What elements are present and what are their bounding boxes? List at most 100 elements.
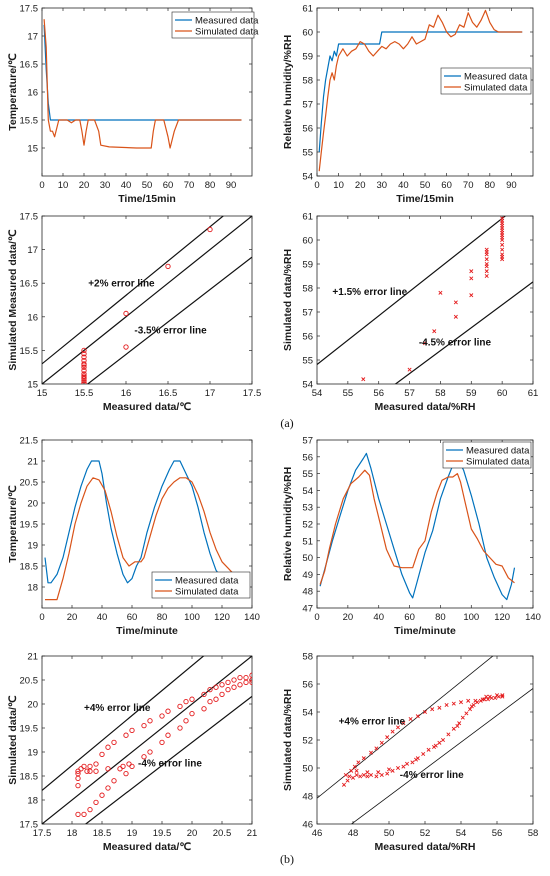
y-tick-label: 55 bbox=[302, 356, 313, 367]
data-point bbox=[354, 768, 359, 773]
y-tick-label: 18.5 bbox=[20, 562, 39, 573]
y-tick-label: 19.5 bbox=[20, 724, 39, 735]
data-point bbox=[350, 775, 356, 780]
y-tick-label: 15.5 bbox=[20, 116, 39, 127]
x-tick-label: 60 bbox=[497, 388, 508, 399]
data-point bbox=[231, 677, 237, 683]
chart-b1: 0 20 40 60 80 100 120 140 18 18.5 19 19.5 20 20.5 21 21… bbox=[7, 436, 260, 638]
y-tick-label: 56 bbox=[302, 124, 313, 135]
data-point bbox=[467, 707, 473, 712]
series-line-measured bbox=[43, 24, 242, 121]
data-point bbox=[485, 697, 491, 702]
y-tick-label: 20.5 bbox=[20, 478, 39, 489]
data-point bbox=[343, 772, 348, 778]
data-point bbox=[159, 713, 165, 719]
chart-a4: 54 55 56 57 58 59 60 61 54 55 56 57 58 59 60 61 Measured… bbox=[282, 212, 538, 414]
plot-frame bbox=[316, 655, 534, 825]
y-axis-label: Simulated Measured data/℃ bbox=[7, 229, 19, 371]
y-tick-label: 21 bbox=[27, 457, 38, 468]
data-point bbox=[219, 682, 225, 688]
data-point bbox=[395, 725, 401, 730]
y-tick-label: 19 bbox=[27, 748, 38, 759]
data-point bbox=[440, 737, 446, 743]
y-tick-label: 19.5 bbox=[20, 520, 39, 531]
x-tick-label: 80 bbox=[205, 180, 216, 191]
error-line-label: -4.5% error line bbox=[419, 338, 492, 349]
y-tick-label: 51 bbox=[302, 536, 313, 547]
y-tick-label: 60 bbox=[302, 236, 313, 247]
data-point bbox=[75, 775, 81, 782]
y-tick-label: 18 bbox=[27, 583, 38, 594]
y-tick-label: 15 bbox=[27, 144, 38, 155]
plot-area bbox=[43, 19, 242, 149]
x-tick-label: 40 bbox=[373, 612, 384, 623]
plot-frame bbox=[316, 215, 534, 385]
data-point bbox=[231, 684, 237, 690]
x-tick-label: 100 bbox=[184, 612, 200, 623]
error-line bbox=[84, 695, 252, 824]
data-point bbox=[349, 768, 354, 773]
error-line-label: +4% error line bbox=[339, 717, 406, 728]
y-tick-label: 55 bbox=[302, 148, 313, 159]
x-axis-label: Time/minute bbox=[116, 625, 178, 637]
data-point bbox=[458, 700, 464, 705]
data-point bbox=[500, 693, 505, 698]
plot-frame bbox=[41, 215, 253, 385]
data-point bbox=[81, 373, 87, 379]
plot-area bbox=[42, 216, 252, 384]
legend-label: Simulated data bbox=[466, 457, 530, 468]
data-point bbox=[99, 751, 105, 758]
data-point bbox=[87, 768, 93, 774]
data-point bbox=[87, 763, 93, 770]
data-point bbox=[374, 746, 379, 751]
y-tick-label: 50 bbox=[302, 764, 313, 775]
x-tick-label: 90 bbox=[506, 180, 517, 191]
x-tick-label: 20 bbox=[187, 828, 198, 839]
y-tick-label: 58 bbox=[302, 652, 313, 663]
data-point bbox=[201, 706, 207, 712]
data-point bbox=[75, 782, 81, 789]
data-point bbox=[123, 344, 129, 350]
legend-label: Simulated data bbox=[464, 83, 528, 94]
x-tick-label: 100 bbox=[463, 612, 479, 623]
data-point bbox=[105, 744, 111, 750]
data-point bbox=[385, 735, 390, 740]
x-tick-label: 60 bbox=[441, 180, 452, 191]
legend-label: Measured data bbox=[195, 16, 259, 27]
data-point bbox=[395, 765, 401, 771]
y-tick-label: 17.5 bbox=[20, 820, 39, 831]
data-point bbox=[438, 290, 443, 295]
data-point bbox=[81, 811, 87, 818]
data-point bbox=[358, 774, 363, 779]
x-tick-label: 40 bbox=[97, 612, 108, 623]
data-point bbox=[213, 684, 219, 690]
data-point bbox=[404, 761, 410, 766]
x-tick-label: 18 bbox=[67, 828, 78, 839]
data-point bbox=[81, 347, 87, 354]
legend-box bbox=[171, 11, 255, 39]
caption-a: (a) bbox=[280, 416, 294, 430]
data-point bbox=[81, 763, 87, 770]
error-line-label: -4% error line bbox=[138, 758, 202, 769]
data-point bbox=[141, 722, 147, 729]
data-point bbox=[177, 725, 183, 731]
y-tick-label: 49 bbox=[302, 570, 313, 581]
x-tick-label: 55 bbox=[343, 388, 354, 399]
x-tick-label: 19 bbox=[127, 828, 138, 839]
data-point bbox=[84, 768, 90, 774]
data-point bbox=[493, 695, 498, 701]
data-point bbox=[430, 707, 435, 712]
x-tick-label: 15 bbox=[37, 388, 48, 399]
x-tick-label: 18.5 bbox=[93, 828, 112, 839]
data-point bbox=[147, 749, 153, 755]
data-point bbox=[401, 764, 406, 769]
data-point bbox=[385, 771, 390, 776]
error-line bbox=[42, 216, 225, 365]
x-tick-label: 0 bbox=[39, 612, 44, 623]
x-tick-label: 140 bbox=[244, 612, 260, 623]
y-axis-label: Temperature/℃ bbox=[7, 53, 19, 131]
data-point bbox=[165, 732, 171, 738]
plot-area bbox=[318, 9, 523, 172]
data-point bbox=[105, 766, 111, 772]
